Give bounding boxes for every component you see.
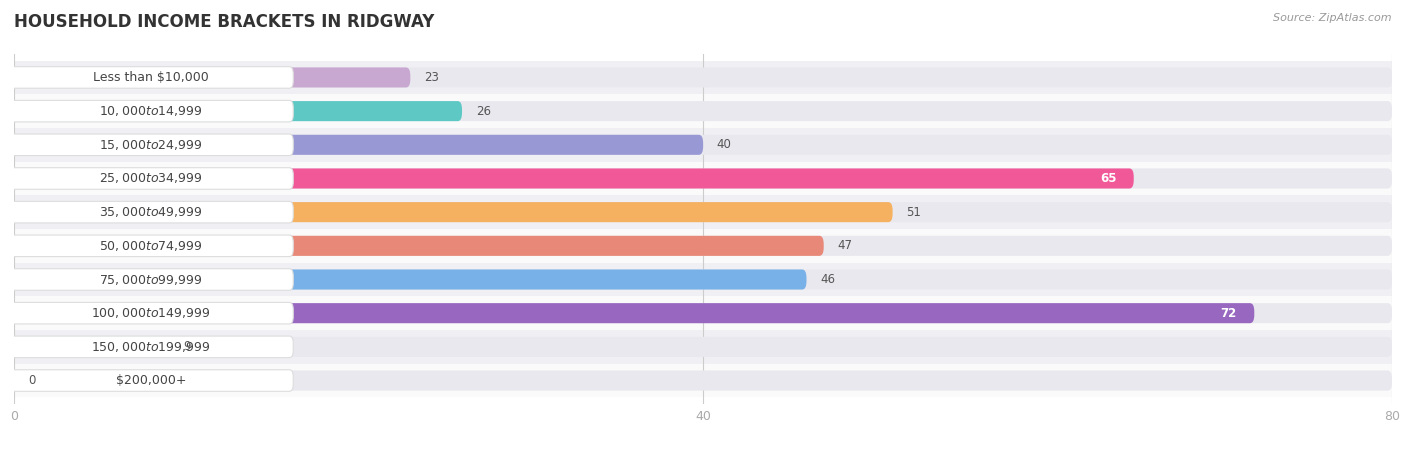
FancyBboxPatch shape xyxy=(0,229,1406,263)
Text: $50,000 to $74,999: $50,000 to $74,999 xyxy=(100,239,202,253)
Text: 0: 0 xyxy=(28,374,35,387)
Text: 46: 46 xyxy=(820,273,835,286)
FancyBboxPatch shape xyxy=(0,94,1406,128)
Text: $35,000 to $49,999: $35,000 to $49,999 xyxy=(100,205,202,219)
FancyBboxPatch shape xyxy=(14,202,1392,222)
FancyBboxPatch shape xyxy=(14,337,169,357)
FancyBboxPatch shape xyxy=(14,269,1392,290)
FancyBboxPatch shape xyxy=(0,263,1406,296)
FancyBboxPatch shape xyxy=(0,296,1406,330)
FancyBboxPatch shape xyxy=(14,101,1392,121)
FancyBboxPatch shape xyxy=(8,100,294,122)
FancyBboxPatch shape xyxy=(14,168,1392,189)
FancyBboxPatch shape xyxy=(0,61,1406,94)
FancyBboxPatch shape xyxy=(14,135,703,155)
FancyBboxPatch shape xyxy=(14,67,1392,88)
FancyBboxPatch shape xyxy=(14,67,411,88)
Text: 40: 40 xyxy=(717,138,731,151)
FancyBboxPatch shape xyxy=(0,364,1406,397)
FancyBboxPatch shape xyxy=(14,269,807,290)
Text: 72: 72 xyxy=(1220,307,1237,320)
Text: $200,000+: $200,000+ xyxy=(115,374,186,387)
FancyBboxPatch shape xyxy=(14,370,1392,391)
Text: $10,000 to $14,999: $10,000 to $14,999 xyxy=(100,104,202,118)
FancyBboxPatch shape xyxy=(14,236,1392,256)
Text: $75,000 to $99,999: $75,000 to $99,999 xyxy=(100,273,202,286)
FancyBboxPatch shape xyxy=(8,134,294,155)
FancyBboxPatch shape xyxy=(14,135,1392,155)
Text: 9: 9 xyxy=(183,340,190,353)
FancyBboxPatch shape xyxy=(14,337,1392,357)
Text: Source: ZipAtlas.com: Source: ZipAtlas.com xyxy=(1274,13,1392,23)
Text: $15,000 to $24,999: $15,000 to $24,999 xyxy=(100,138,202,152)
FancyBboxPatch shape xyxy=(14,303,1254,323)
Text: HOUSEHOLD INCOME BRACKETS IN RIDGWAY: HOUSEHOLD INCOME BRACKETS IN RIDGWAY xyxy=(14,13,434,31)
FancyBboxPatch shape xyxy=(8,167,294,189)
FancyBboxPatch shape xyxy=(8,201,294,223)
FancyBboxPatch shape xyxy=(8,66,294,88)
Text: 26: 26 xyxy=(475,105,491,118)
Text: $150,000 to $199,999: $150,000 to $199,999 xyxy=(91,340,211,354)
FancyBboxPatch shape xyxy=(8,269,294,290)
FancyBboxPatch shape xyxy=(0,330,1406,364)
FancyBboxPatch shape xyxy=(8,336,294,357)
FancyBboxPatch shape xyxy=(14,168,1133,189)
Text: 23: 23 xyxy=(425,71,439,84)
FancyBboxPatch shape xyxy=(14,202,893,222)
FancyBboxPatch shape xyxy=(14,236,824,256)
FancyBboxPatch shape xyxy=(8,370,294,392)
FancyBboxPatch shape xyxy=(8,235,294,256)
Text: 51: 51 xyxy=(907,206,921,219)
FancyBboxPatch shape xyxy=(14,303,1392,323)
Text: Less than $10,000: Less than $10,000 xyxy=(93,71,209,84)
FancyBboxPatch shape xyxy=(14,101,463,121)
FancyBboxPatch shape xyxy=(8,303,294,324)
FancyBboxPatch shape xyxy=(0,128,1406,162)
Text: 47: 47 xyxy=(838,239,852,252)
Text: $100,000 to $149,999: $100,000 to $149,999 xyxy=(91,306,211,320)
FancyBboxPatch shape xyxy=(0,162,1406,195)
FancyBboxPatch shape xyxy=(0,195,1406,229)
Text: 65: 65 xyxy=(1099,172,1116,185)
Text: $25,000 to $34,999: $25,000 to $34,999 xyxy=(100,172,202,185)
